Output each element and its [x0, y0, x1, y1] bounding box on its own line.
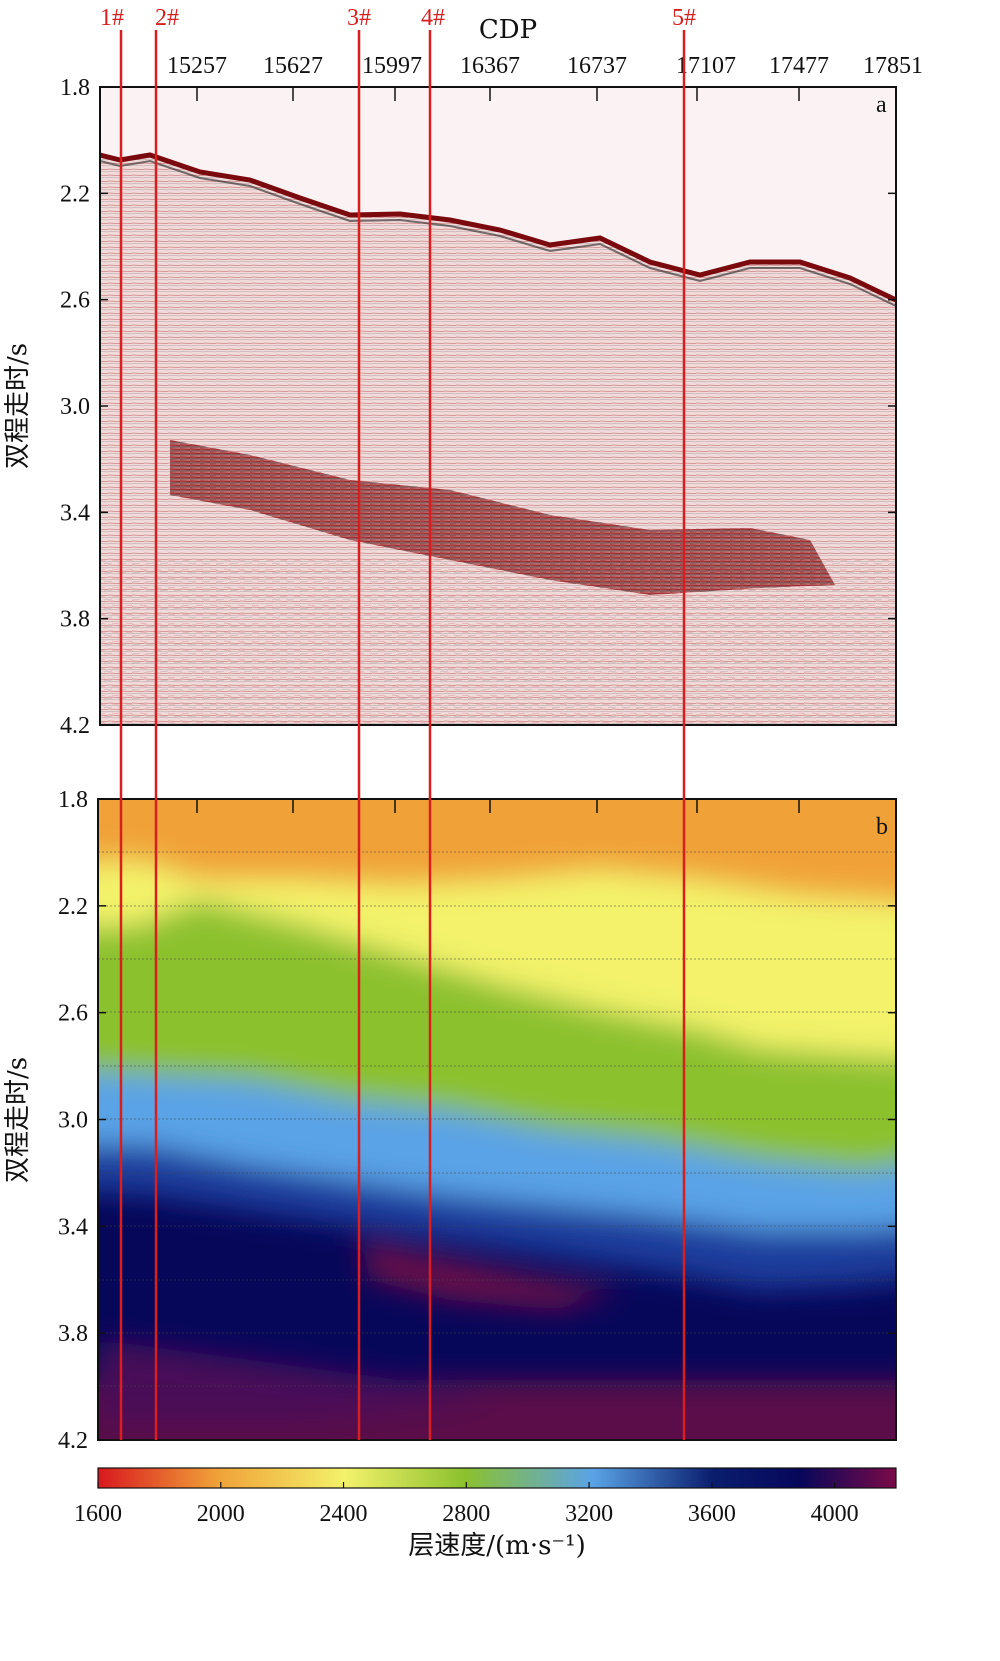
- y-tick-label: 4.2: [58, 1428, 88, 1454]
- y-tick-label: 3.0: [60, 394, 90, 420]
- cdp-tick-label: 17107: [676, 53, 736, 79]
- y-tick-label: 2.6: [60, 288, 90, 314]
- y-tick-label: 1.8: [58, 787, 88, 813]
- colorbar: 1600 2000 2400 2800 3200 3600 4000 层速度/(m·s⁻¹): [74, 1467, 897, 1561]
- y-tick-label: 3.0: [58, 1108, 88, 1134]
- seafloor-reflector: [100, 152, 896, 303]
- colorbar-ticks: 1600 2000 2400 2800 3200 3600 4000: [74, 1482, 859, 1527]
- velocity-panel: [97, 798, 897, 1441]
- seismic-panel: [99, 86, 897, 726]
- cdp-tick-label: 16367: [460, 53, 520, 79]
- well-label: 2#: [155, 5, 179, 31]
- cdp-tick-label: 15257: [167, 53, 227, 79]
- cdp-tick-label: 15627: [263, 53, 323, 79]
- panel-label-a: a: [876, 92, 887, 118]
- colorbar-tick-label: 2400: [320, 1501, 368, 1527]
- panel-label-b: b: [876, 814, 888, 840]
- y-tick-label: 2.2: [60, 181, 90, 207]
- colorbar-gradient: [97, 1467, 897, 1489]
- grid-lines: [98, 851, 896, 1387]
- well-label: 3#: [347, 5, 371, 31]
- y-tick-label: 3.4: [60, 500, 90, 526]
- y-tick-label: 3.4: [58, 1214, 88, 1240]
- well-label: 5#: [672, 5, 696, 31]
- velocity-axes: 1.8 2.2 2.6 3.0 3.4 3.8 4.2: [58, 787, 896, 1454]
- cdp-tick-label: 17851: [863, 53, 923, 79]
- seismic-axes: 1.8 2.2 2.6 3.0 3.4 3.8 4.2 15257 15627 15997 1636…: [60, 53, 923, 739]
- x-axis-title: CDP: [479, 15, 537, 45]
- well-label: 1#: [100, 5, 124, 31]
- well-label: 4#: [421, 5, 445, 31]
- well-lines: 1# 2# 3# 4# 5#: [100, 5, 696, 1440]
- colorbar-tick-label: 4000: [811, 1501, 859, 1527]
- cdp-tick-label: 16737: [567, 53, 627, 79]
- y-axis-title-a: 双程走时/s: [3, 343, 33, 469]
- y-tick-label: 1.8: [60, 75, 90, 101]
- y-tick-label: 4.2: [60, 713, 90, 739]
- colorbar-tick-label: 3200: [565, 1501, 613, 1527]
- y-tick-label: 3.8: [58, 1321, 88, 1347]
- cdp-tick-label: 17477: [769, 53, 829, 79]
- cdp-tick-label: 15997: [362, 53, 422, 79]
- colorbar-tick-label: 2000: [197, 1501, 245, 1527]
- y-tick-label: 2.6: [58, 1001, 88, 1027]
- colorbar-tick-label: 3600: [688, 1501, 736, 1527]
- y-axis-title-b: 双程走时/s: [3, 1057, 33, 1183]
- colorbar-label: 层速度/(m·s⁻¹): [408, 1531, 585, 1561]
- colorbar-tick-label: 1600: [74, 1501, 122, 1527]
- y-tick-label: 3.8: [60, 607, 90, 633]
- colorbar-tick-label: 2800: [442, 1501, 490, 1527]
- y-tick-label: 2.2: [58, 894, 88, 920]
